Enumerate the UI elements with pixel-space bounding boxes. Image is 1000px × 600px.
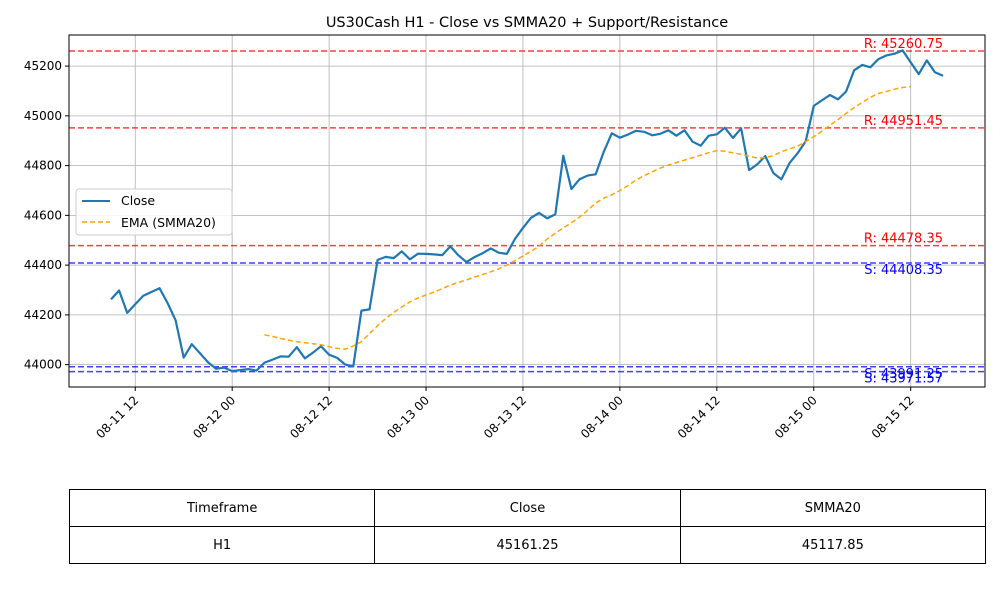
legend-smma-label: EMA (SMMA20) xyxy=(121,215,216,230)
table-header-row: Timeframe Close SMMA20 xyxy=(68,489,987,527)
table-header-smma20: SMMA20 xyxy=(679,489,987,527)
support-label: S: 43991.25 xyxy=(864,367,943,382)
x-tick-label: 08-13 12 xyxy=(481,393,529,441)
resistance-label: R: 45260.75 xyxy=(864,37,943,52)
table-header-timeframe: Timeframe xyxy=(68,489,376,527)
close-series-line xyxy=(110,49,944,373)
series xyxy=(110,49,944,373)
x-tick-label: 08-15 12 xyxy=(869,393,917,441)
legend-box xyxy=(75,188,233,236)
legend: Close EMA (SMMA20) xyxy=(75,188,233,236)
support-label: S: 43971.57 xyxy=(864,372,943,387)
resistance-label: R: 44951.45 xyxy=(864,114,943,129)
chart-title: US30Cash H1 - Close vs SMMA20 + Support/… xyxy=(326,15,728,31)
table-header-close: Close xyxy=(374,489,681,527)
x-tick-label: 08-13 00 xyxy=(384,393,432,441)
axes: 44000 44200 44400 44600 44800 45000 45200 08-11… xyxy=(24,59,917,441)
y-tick-label: 45200 xyxy=(24,59,62,73)
x-tick-label: 08-12 12 xyxy=(287,393,335,441)
resistance-label: R: 44478.35 xyxy=(864,232,943,247)
support-label: S: 44408.35 xyxy=(864,263,943,278)
x-tick-label: 08-15 00 xyxy=(772,393,820,441)
support-resistance-lines: R: 45260.75 R: 44951.45 R: 44478.35 S: 4440… xyxy=(69,37,985,387)
y-tick-label: 44800 xyxy=(24,159,62,173)
summary-table: Timeframe Close SMMA20 H1 45161.25 45117… xyxy=(68,489,987,564)
x-tick-label: 08-12 00 xyxy=(190,393,238,441)
y-tick-label: 44400 xyxy=(24,258,62,272)
y-tick-label: 45000 xyxy=(24,109,62,123)
y-tick-label: 44200 xyxy=(24,308,62,322)
x-tick-label: 08-11 12 xyxy=(93,393,141,441)
y-tick-label: 44600 xyxy=(24,208,62,222)
plot-area xyxy=(68,34,986,388)
legend-close-label: Close xyxy=(121,193,155,208)
x-tick-label: 08-14 12 xyxy=(675,393,723,441)
table-cell-smma20: 45117.85 xyxy=(679,526,987,564)
table-cell-close: 45161.25 xyxy=(374,526,681,564)
y-tick-label: 44000 xyxy=(24,358,62,372)
x-tick-label: 08-14 00 xyxy=(578,393,626,441)
table-row: H1 45161.25 45117.85 xyxy=(68,526,987,564)
table-cell-timeframe: H1 xyxy=(68,526,376,564)
smma20-series-line xyxy=(264,85,911,350)
